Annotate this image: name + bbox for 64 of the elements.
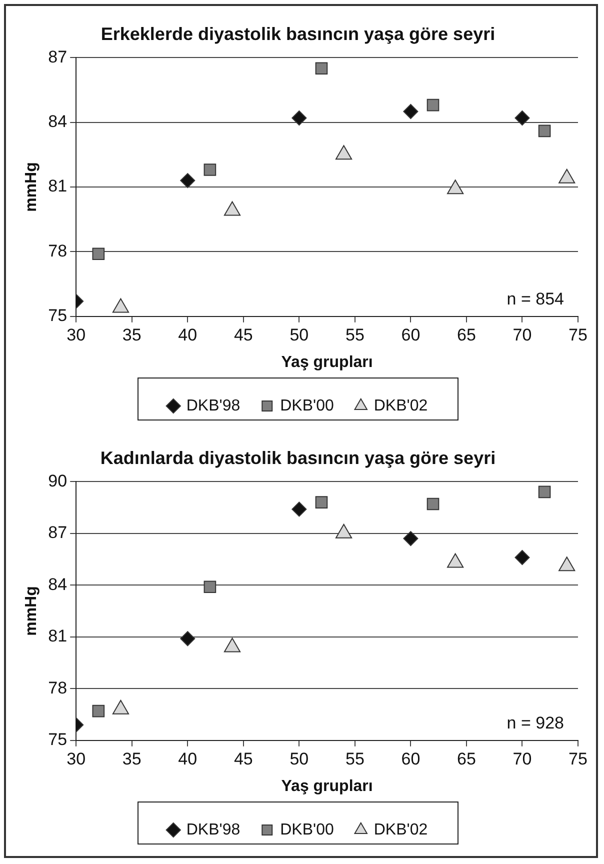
y-tick-label: 78 [48,678,68,698]
x-tick-label: 50 [290,749,309,768]
y-tick-label: 84 [48,574,68,594]
y-axis-title: mmHg [23,586,40,636]
x-tick-label: 70 [512,749,532,768]
x-axis-title: Yaş grupları [281,778,373,795]
annotation: n = 854 [506,290,564,309]
legend-label: DKB'98 [186,397,240,414]
point [514,550,530,566]
point [538,124,551,138]
annotation: n = 928 [506,714,564,733]
y-tick-label: 81 [48,626,68,646]
x-tick-label: 65 [457,325,476,344]
x-tick-label: 45 [234,749,253,768]
x-tick-label: 30 [66,749,86,768]
y-tick-label: 90 [48,471,68,490]
x-tick-label: 40 [178,749,198,768]
point [426,98,440,112]
x-tick-label: 35 [122,749,142,768]
legend-label: DKB'00 [280,821,334,838]
point [538,486,551,498]
x-tick-label: 30 [66,325,86,344]
point [426,498,440,510]
x-tick-label: 60 [401,749,420,768]
x-tick-label: 45 [234,325,253,344]
point [180,173,196,188]
point [514,110,530,126]
point [315,62,328,75]
y-tick-label: 78 [48,241,68,260]
point [204,164,216,176]
x-tick-label: 70 [512,325,532,344]
x-axis-title: Yaş grupları [281,354,373,371]
x-tick-label: 60 [401,325,420,344]
chart-title: Kadınlarda diyastolik basıncın yaşa göre seyri [100,448,496,468]
y-tick-label: 81 [48,176,68,196]
legend-label: DKB'00 [280,397,334,414]
chart-title: Erkeklerde diyastolik basıncın yaşa göre seyri [100,24,496,44]
point [403,104,418,120]
point [292,502,307,517]
y-tick-label: 84 [48,112,68,131]
legend-label: DKB'98 [186,821,240,838]
point [315,496,328,508]
point [204,580,216,593]
x-tick-label: 50 [290,325,309,344]
point [112,298,130,313]
y-tick-label: 87 [48,47,68,66]
x-tick-label: 65 [457,749,476,768]
point [403,531,418,546]
point [180,631,196,646]
legend-label: DKB'02 [374,397,428,414]
x-tick-label: 55 [345,325,364,344]
y-axis-title: mmHg [23,162,40,212]
point [92,704,105,718]
x-tick-label: 55 [345,749,364,768]
y-tick-label: 75 [48,306,68,326]
x-tick-label: 40 [178,325,198,344]
y-tick-label: 87 [48,523,68,542]
point [92,248,105,260]
legend-label: DKB'02 [374,821,428,838]
point [292,110,307,126]
y-tick-label: 75 [48,730,68,750]
x-tick-label: 75 [568,325,588,344]
x-tick-label: 35 [122,325,142,344]
x-tick-label: 75 [568,749,588,768]
